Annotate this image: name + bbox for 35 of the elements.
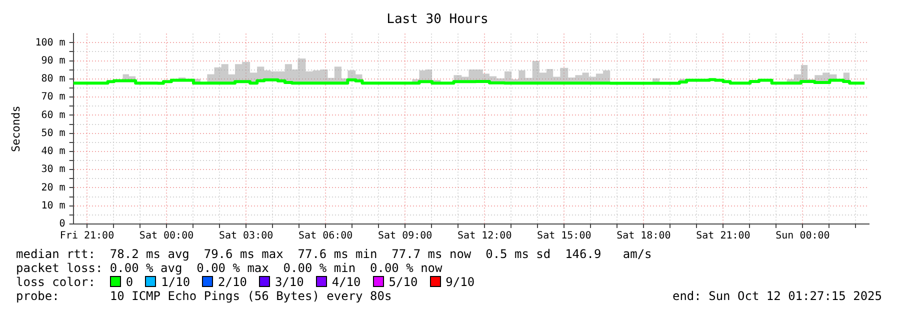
legend-label: 3/10 (274, 275, 304, 289)
y-axis-title: Seconds (9, 106, 22, 152)
x-tick-label: Sat 09:00 (378, 230, 432, 242)
x-tick-label: Fri 21:00 (60, 230, 114, 242)
y-tick-label: 90 m (41, 55, 66, 66)
legend-title: loss color: (16, 275, 96, 289)
y-tick-label: 40 m (41, 146, 66, 158)
x-tick-label: Sat 06:00 (298, 230, 353, 242)
x-tick-label: Sat 21:00 (696, 230, 750, 242)
x-tick-label: Sat 15:00 (537, 230, 592, 242)
legend-label: 4/10 (332, 275, 361, 289)
text: probe: 10 ICMP Echo Pings (56 Bytes) every 80s (16, 289, 392, 303)
legend-label: 2/10 (218, 275, 247, 289)
x-tick-label: Sun 00:00 (776, 230, 830, 242)
text: median rtt: 78.2 ms avg 79.6 ms max 77.6 ms min 77.7 ms now 0.5 ms sd 146.9 am/s (16, 247, 653, 261)
y-tick-label: 0 (59, 218, 66, 230)
legend-label: 0 (126, 275, 134, 289)
y-tick-label: 10 m (41, 200, 66, 212)
legend-label: 9/10 (446, 275, 475, 289)
y-tick-label: 80 m (41, 74, 66, 85)
chart-title: Last 30 Hours (386, 12, 488, 28)
x-tick-label: Sat 00:00 (139, 230, 194, 242)
y-tick-label: 50 m (41, 128, 66, 139)
legend-label: 1/10 (161, 275, 190, 289)
legend-label: 5/10 (388, 275, 418, 289)
y-tick-label: 70 m (41, 92, 66, 103)
text: packet loss: 0.00 % avg 0.00 % max 0.00 % min 0.00 % now (16, 261, 444, 275)
y-tick-label: 30 m (41, 164, 66, 176)
y-tick-label: 60 m (41, 110, 66, 121)
y-tick-label: 100 m (35, 37, 66, 48)
x-tick-label: Sat 12:00 (458, 230, 512, 242)
text: end: Sun Oct 12 01:27:15 2025 (672, 289, 882, 303)
y-tick-label: 20 m (41, 182, 66, 194)
x-tick-label: Sat 03:00 (218, 230, 274, 242)
x-tick-label: Sat 18:00 (616, 230, 671, 242)
